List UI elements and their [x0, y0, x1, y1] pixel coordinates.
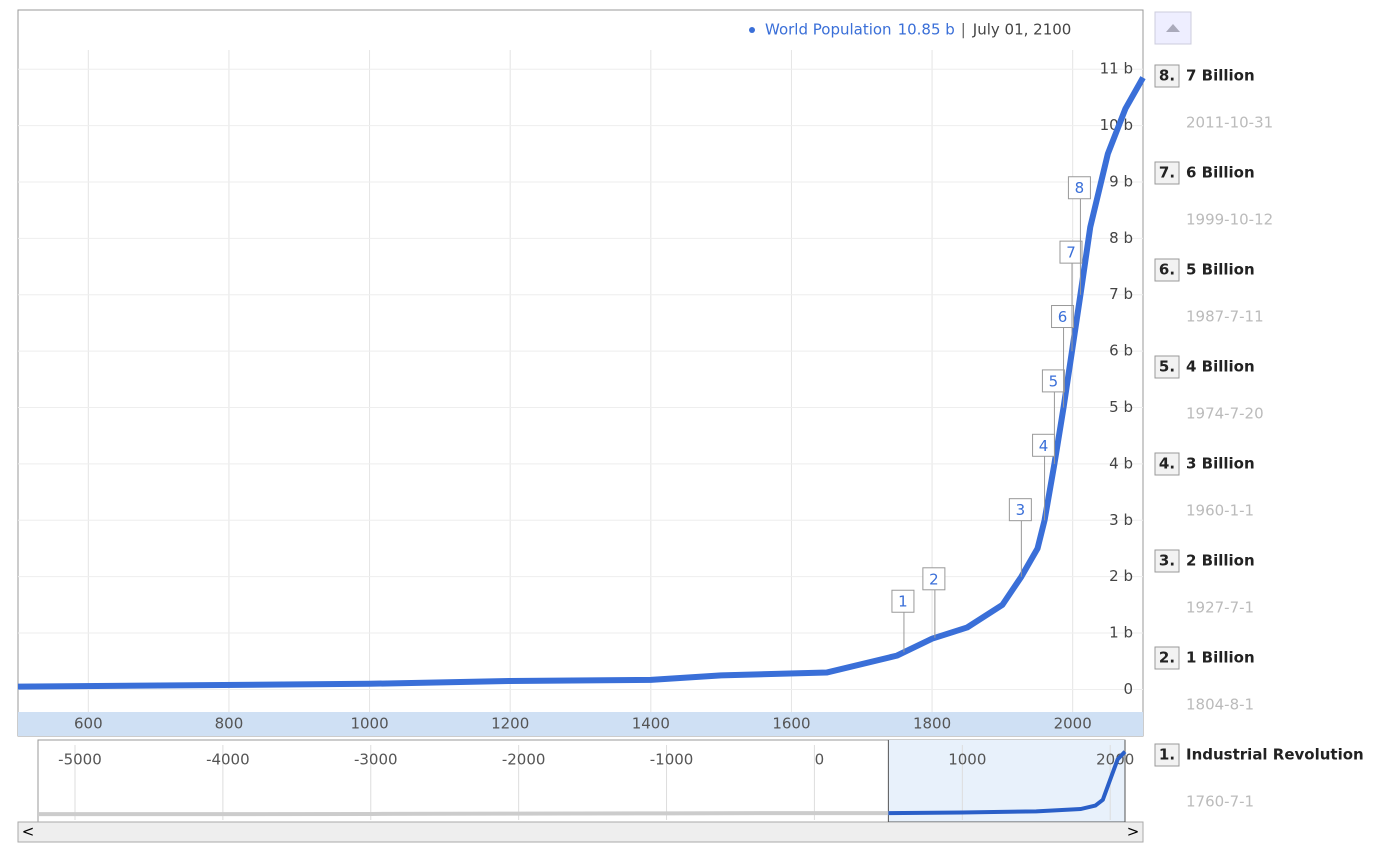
annotation-title: 3 Billion — [1186, 455, 1255, 473]
y-tick-label: 8 b — [1109, 229, 1133, 247]
flag-label: 2 — [929, 570, 939, 588]
annotation-box — [1154, 64, 1180, 88]
annotation-letter: 3. — [1159, 552, 1175, 570]
annotation-letter: 8. — [1159, 67, 1175, 85]
x-tick-label: 2000 — [1054, 715, 1092, 733]
navigator-line-selected — [888, 750, 1127, 816]
annotation-title: 4 Billion — [1186, 358, 1255, 376]
navigator-selection — [887, 740, 1126, 822]
annotation-box — [1154, 258, 1180, 282]
y-tick-label: 2 b — [1109, 567, 1133, 585]
legend-separator: | — [961, 21, 966, 39]
x-tick-label: 1200 — [491, 715, 529, 733]
up-arrow — [1166, 24, 1180, 32]
flag-label: 8 — [1075, 179, 1085, 197]
x-tick-label: 600 — [74, 715, 103, 733]
y-tick-label: 9 b — [1109, 172, 1133, 190]
annotation-letter: 7. — [1159, 164, 1175, 182]
annotation-date: 1760-7-1 — [1186, 793, 1254, 811]
annotation-title: Industrial Revolution — [1186, 746, 1364, 764]
y-tick-label: 0 — [1123, 680, 1133, 698]
flag — [1051, 305, 1075, 329]
annotation-box — [1154, 549, 1180, 573]
annotation-date: 1804-8-1 — [1186, 696, 1254, 714]
legend: World Population 10.85 b July 01, 2100 — [749, 21, 1071, 39]
annotation-date: 1999-10-12 — [1186, 211, 1273, 229]
legend-dot — [749, 27, 755, 33]
flag — [1008, 498, 1032, 522]
annotation-letter: 2. — [1159, 649, 1175, 667]
x-tick-label: 1400 — [632, 715, 670, 733]
navigator-line-history — [38, 811, 889, 817]
navigator-tick-label: 0 — [815, 751, 825, 769]
navigator-tick-label: -1000 — [650, 751, 694, 769]
x-tick-label: 1000 — [350, 715, 388, 733]
annotation-box — [1154, 355, 1180, 379]
annotation-box — [1154, 743, 1180, 767]
flag-label: 3 — [1016, 501, 1026, 519]
annotation-box — [1154, 161, 1180, 185]
y-tick-label: 4 b — [1109, 454, 1133, 472]
annotation-letter: 6. — [1159, 261, 1175, 279]
flag-label: 7 — [1066, 244, 1076, 262]
annotation-title: 1 Billion — [1186, 649, 1255, 667]
y-tick-label: 7 b — [1109, 285, 1133, 303]
scroll-right[interactable]: > — [1127, 823, 1140, 841]
x-tick-label: 1800 — [913, 715, 951, 733]
y-tick-label: 11 b — [1100, 60, 1133, 78]
annotation-date: 1927-7-1 — [1186, 599, 1254, 617]
annotation-title: 2 Billion — [1186, 552, 1255, 570]
y-tick-label: 1 b — [1109, 624, 1133, 642]
navigator-tick-label: -4000 — [206, 751, 250, 769]
annotation-title: 7 Billion — [1186, 67, 1255, 85]
navigator-tick-label: -5000 — [58, 751, 102, 769]
annotation-date: 1960-1-1 — [1186, 502, 1254, 520]
flag — [1059, 240, 1083, 264]
navigator: -5000 -4000 -3000 -2000 -1000 0 1000 2000 — [38, 740, 1134, 822]
x-axis-band — [18, 712, 1143, 736]
flag — [1067, 176, 1091, 200]
navigator-tick-label: 1000 — [948, 751, 986, 769]
navigator-tick-label: -3000 — [354, 751, 398, 769]
flag — [1041, 369, 1065, 393]
scroll-left[interactable]: < — [22, 823, 35, 841]
annotation-date: 1987-7-11 — [1186, 308, 1264, 326]
x-tick-label: 1600 — [772, 715, 810, 733]
flag-label: 6 — [1058, 308, 1068, 326]
annotation-letter: 5. — [1159, 358, 1175, 376]
navigator-tick-label: 2000 — [1096, 751, 1134, 769]
annotation-title: 5 Billion — [1186, 261, 1255, 279]
annotation-box — [1154, 646, 1180, 670]
y-tick-label: 3 b — [1109, 511, 1133, 529]
x-tick-label: 800 — [215, 715, 244, 733]
annotation-letter: 4. — [1159, 455, 1175, 473]
navigator-tick-label: -2000 — [502, 751, 546, 769]
scrollbar[interactable] — [17, 821, 1144, 843]
annotation-letter: 1. — [1159, 746, 1175, 764]
legend-value: 10.85 b — [898, 21, 955, 39]
flag-label: 5 — [1049, 372, 1059, 390]
legend-label: World Population — [765, 21, 892, 39]
legend-date: July 01, 2100 — [972, 21, 1072, 39]
flag-label: 4 — [1039, 437, 1049, 455]
annotation-title: 6 Billion — [1186, 164, 1255, 182]
y-tick-label: 5 b — [1109, 398, 1133, 416]
flag — [891, 589, 915, 613]
flag — [922, 567, 946, 591]
annotation-date: 1974-7-20 — [1186, 405, 1264, 423]
annotation-box — [1154, 452, 1180, 476]
plot-frame — [17, 9, 1144, 737]
annotation-date: 2011-10-31 — [1186, 114, 1273, 132]
y-tick-label: 6 b — [1109, 342, 1133, 360]
flag-label: 1 — [898, 593, 908, 611]
